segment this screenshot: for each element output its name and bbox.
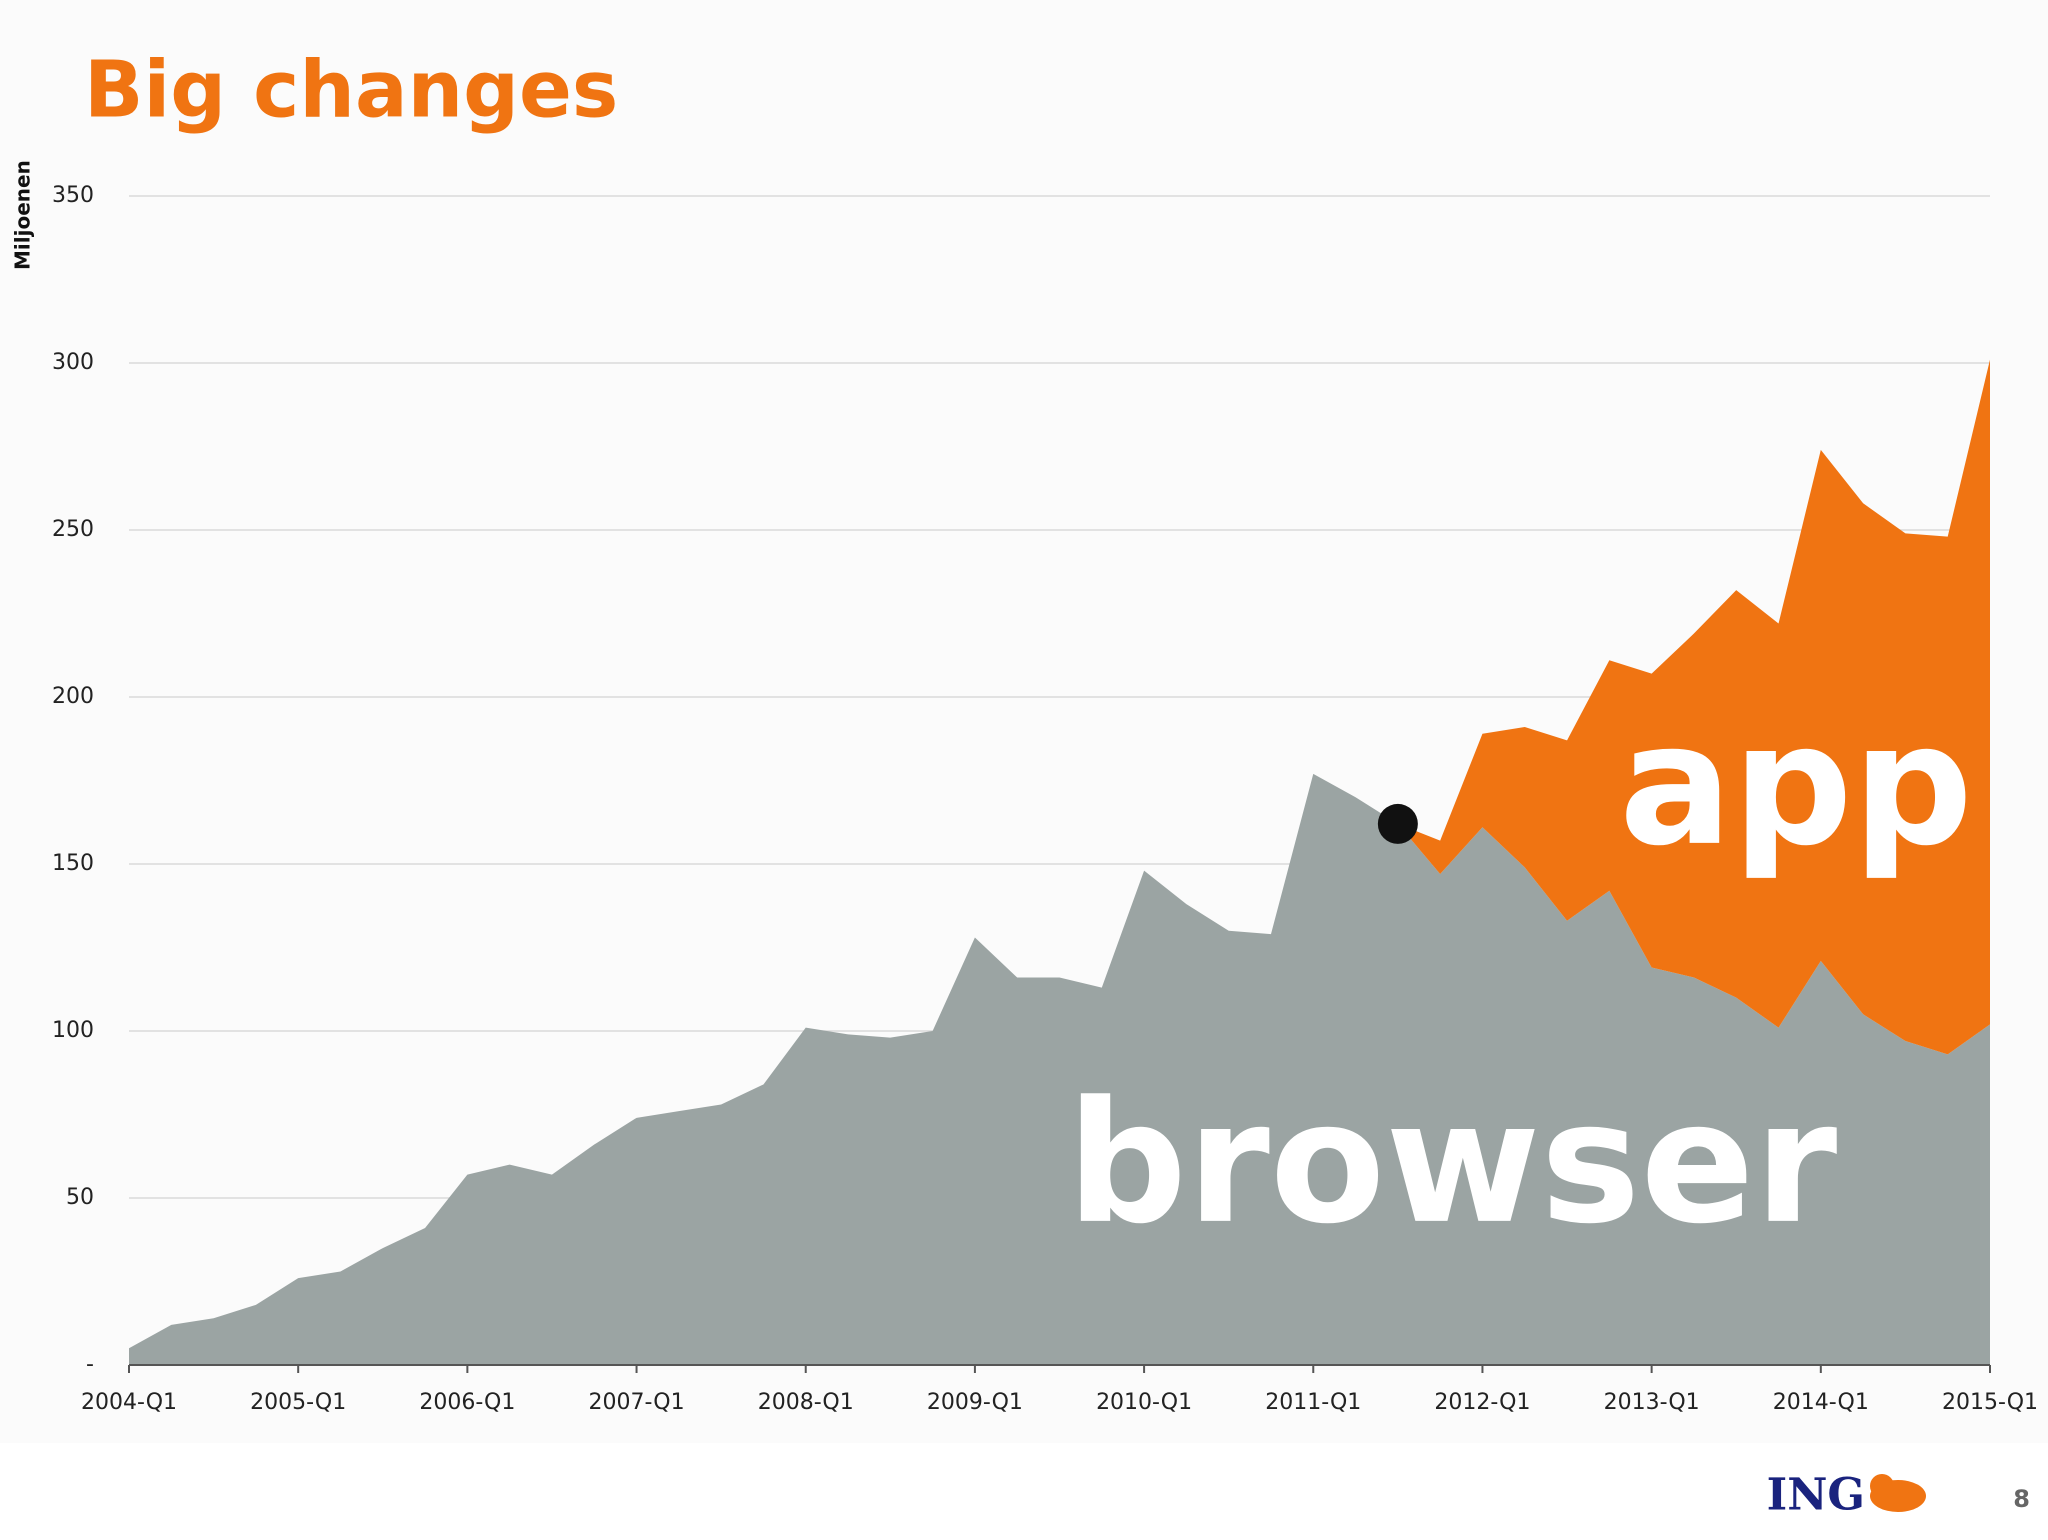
x-tick-label: 2011-Q1 [1265,1390,1361,1415]
slide-title: Big changes [84,45,618,135]
y-tick-label: 250 [52,517,94,542]
page-number: 8 [2013,1485,2030,1513]
x-tick-label: 2004-Q1 [81,1390,177,1415]
y-tick-label: 50 [66,1185,94,1210]
x-tick-label: 2005-Q1 [250,1390,346,1415]
series-label: browser [1067,1065,1838,1261]
x-tick-label: 2008-Q1 [758,1390,854,1415]
area [129,773,1990,1365]
y-tick-label: 300 [52,350,94,375]
x-tick-label: 2013-Q1 [1604,1390,1700,1415]
y-tick-label: 100 [52,1018,94,1043]
y-tick-label: 150 [52,851,94,876]
x-tick-label: 2010-Q1 [1096,1390,1192,1415]
x-tick-label: 2012-Q1 [1434,1390,1530,1415]
x-tick-label: 2015-Q1 [1942,1390,2038,1415]
x-tick-label: 2009-Q1 [927,1390,1023,1415]
y-tick-label: - [86,1352,94,1377]
plot: - 50 100 150 200 250 300 350 2004-Q1 2005-Q1 2006-… [52,183,2038,1415]
series-label: app [1619,687,1973,883]
x-tick-label: 2014-Q1 [1773,1390,1869,1415]
y-tick-label: 350 [52,183,94,208]
app-start-marker [1377,803,1418,844]
x-tick-label: 2006-Q1 [419,1390,515,1415]
x-tick-label: 2007-Q1 [589,1390,685,1415]
logo-lion [1870,1474,1926,1512]
y-tick-label: 200 [52,684,94,709]
logo: ING [1767,1470,1865,1521]
area [129,359,1990,1349]
y-axis-label: Miljoenen [11,160,35,270]
